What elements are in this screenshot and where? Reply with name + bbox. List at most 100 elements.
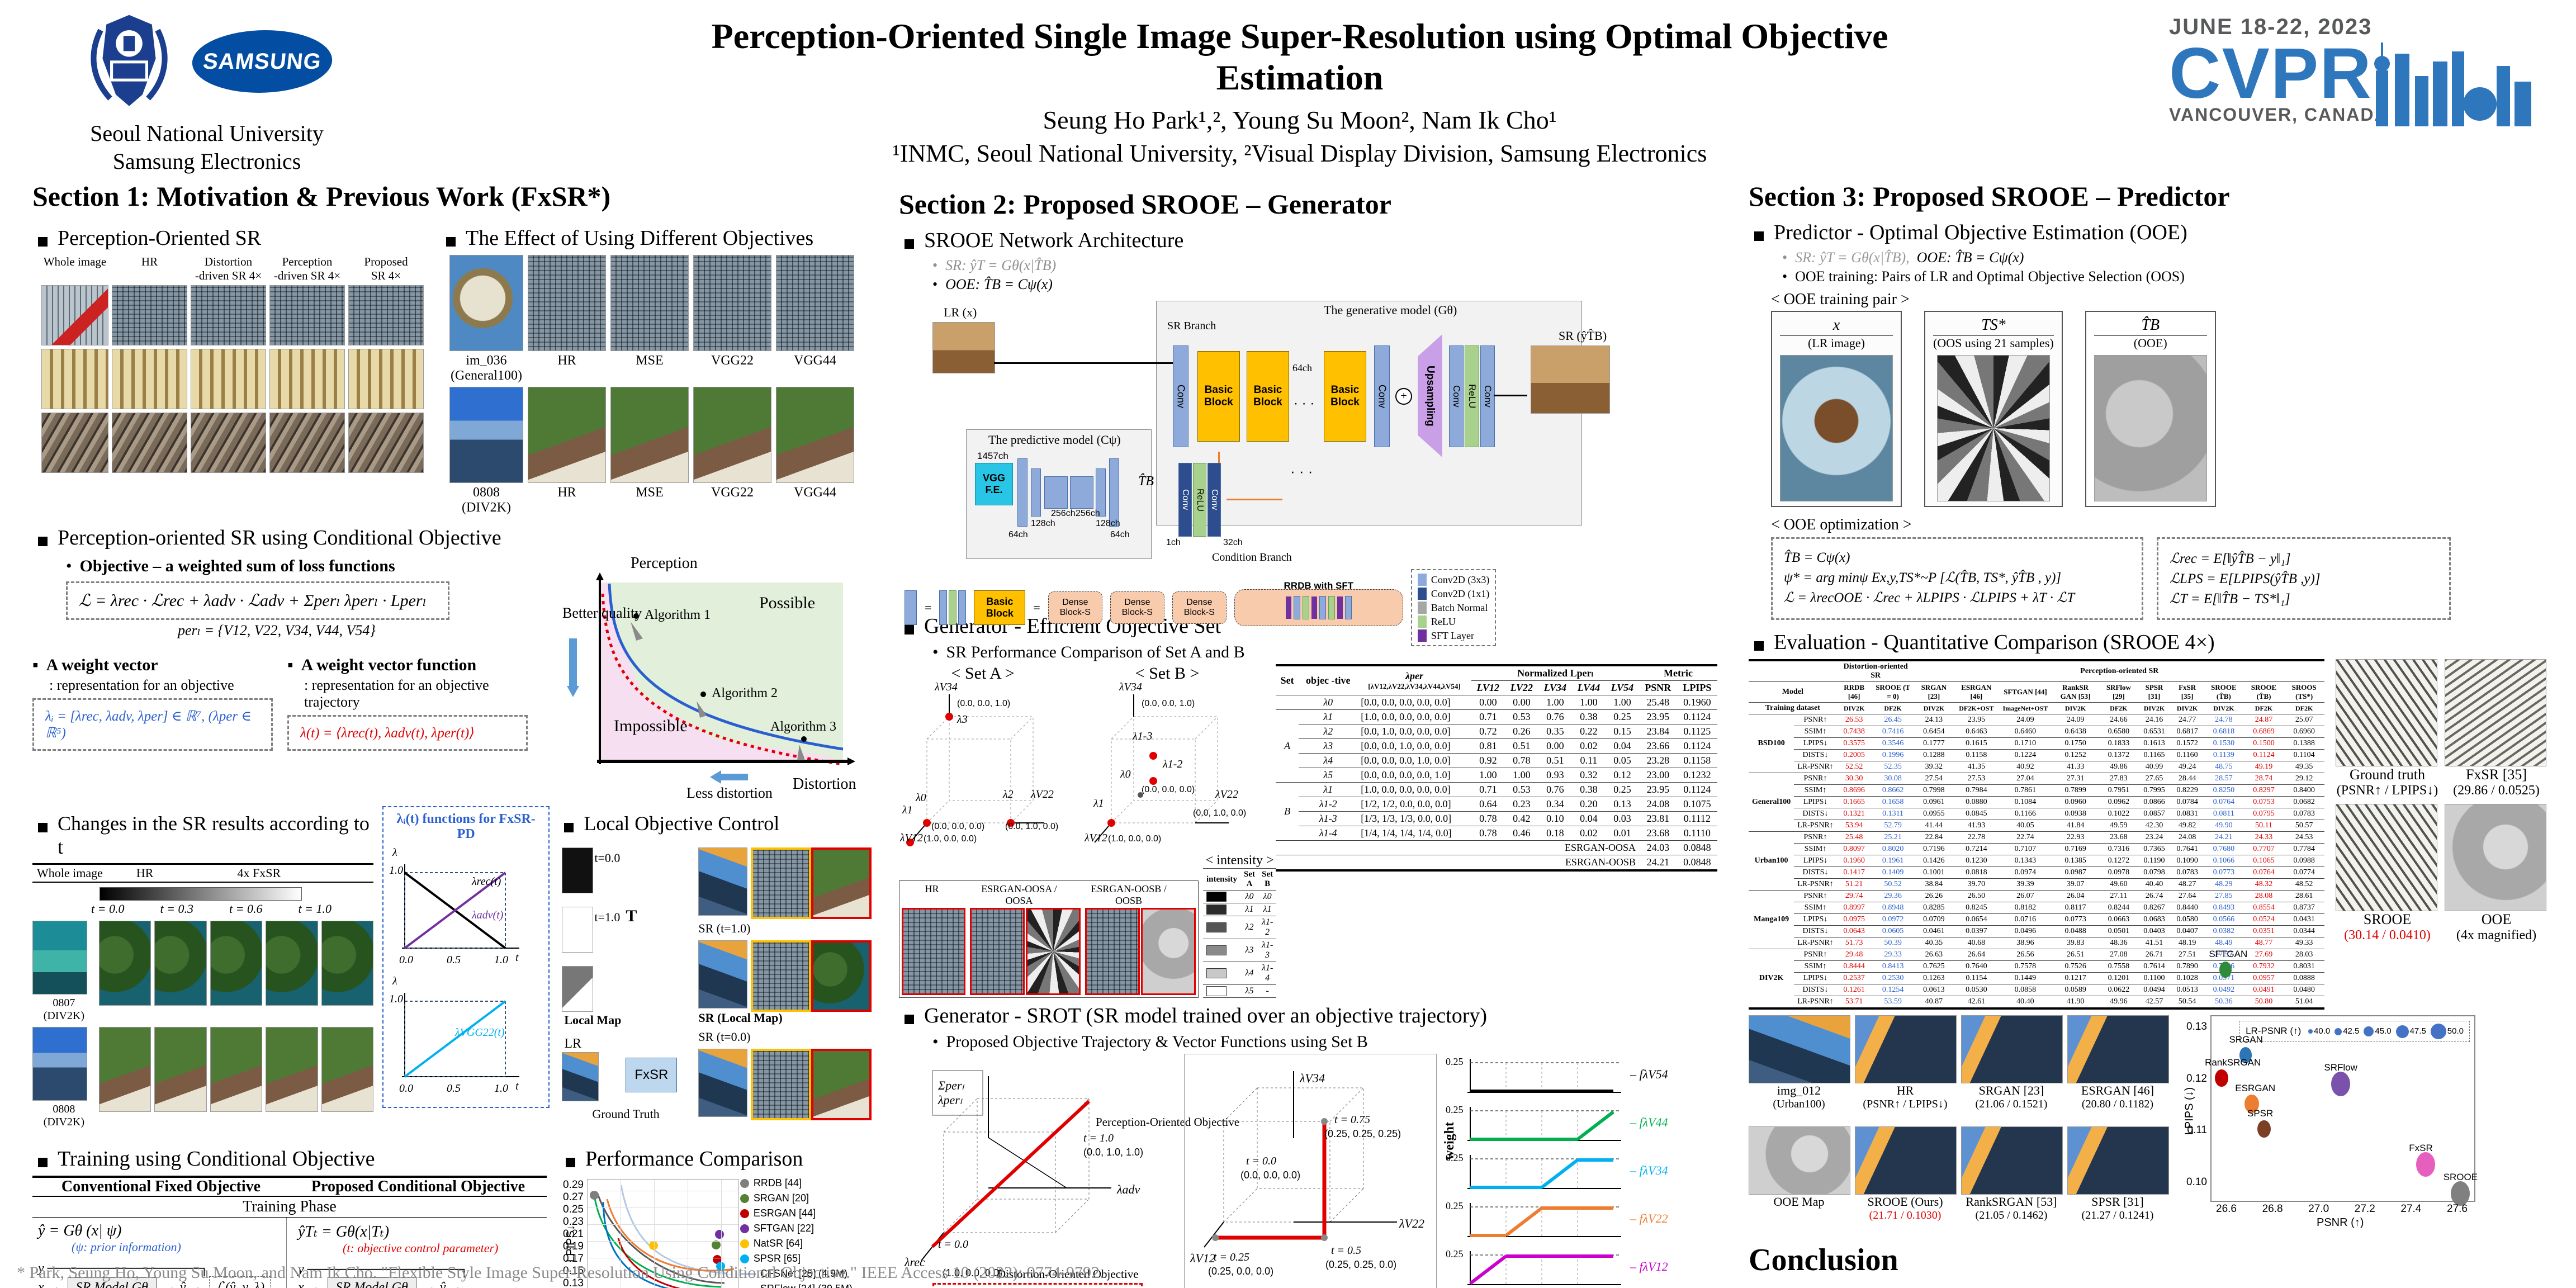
photo-whole-3 — [41, 413, 108, 473]
effect-name: 0808 (DIV2K) — [462, 485, 511, 515]
set-table-subheader: LV12 — [1471, 680, 1505, 695]
eval-value: 0.1961 — [1871, 855, 1915, 867]
weight-ymax: 0.25 — [1446, 1248, 1464, 1259]
eval-value: 48.32 — [2243, 878, 2284, 891]
cubeB-ctop: (0.0, 0.0, 1.0) — [1142, 699, 1195, 708]
arch-legend-swatch — [1417, 574, 1427, 586]
eval-value: 0.0987 — [2051, 866, 2100, 879]
intensity-cell: λ2 — [1240, 916, 1259, 939]
effect-crop-label: VGG22 — [711, 485, 754, 500]
arch-legend-item: ReLU — [1417, 615, 1490, 628]
eval-value: 0.0961 — [1914, 796, 1954, 808]
eval-value: 50.52 — [1871, 878, 1915, 891]
eval-value: 39.32 — [1914, 761, 1954, 773]
eval-value: 0.7932 — [2243, 960, 2284, 973]
scatter-point-label: SFTGAN — [2209, 949, 2248, 960]
eval-value: 0.0494 — [2137, 984, 2171, 996]
weight-ymax: 0.25 — [1446, 1200, 1464, 1211]
legend-size-label: 45.0 — [2375, 1026, 2392, 1036]
training-col2: Proposed Conditional Objective — [311, 1178, 525, 1195]
eval-value: 0.0988 — [2284, 855, 2324, 867]
lambda-plot-1: λ 1.0 0.0 0.5 1.0 t λrec(t) λadv(t) — [388, 842, 544, 970]
grid-col-label: HR — [141, 255, 158, 268]
set-value: 0.71 — [1471, 709, 1505, 724]
scatter-point-label: ESRGAN — [2235, 1082, 2276, 1093]
set-value: 0.1960 — [1677, 695, 1717, 710]
sr-t0-photo — [698, 847, 748, 916]
legend-label: SRGAN [20] — [753, 1192, 809, 1204]
intensity-swatch — [1206, 905, 1227, 915]
cvpr-location: VANCOUVER, CANADA — [2169, 104, 2389, 125]
eval-model: SFTGAN [44] — [1999, 681, 2052, 703]
eval-value: 0.1321 — [1836, 808, 1872, 820]
effect-crop-photo — [776, 255, 854, 351]
scatter-point-label: RankSRGAN — [2205, 1057, 2261, 1068]
photo-crop — [348, 285, 424, 345]
eval-value: 0.0783 — [2171, 866, 2204, 879]
eval-value: 0.6580 — [2099, 726, 2138, 738]
eval-value: 27.04 — [1999, 773, 2052, 785]
eval-value: 0.1160 — [2171, 749, 2204, 761]
qual-cap1: img_012 — [1777, 1083, 1821, 1097]
eval-metric: PSNR↑ — [1794, 773, 1837, 785]
local-map-label: Local Map — [564, 1013, 622, 1027]
ch-top: 1457ch — [977, 451, 1008, 461]
t-label-1: t = 0.3 — [160, 902, 193, 916]
eval-row: LPIPS↓ 0.3575 0.3546 0.1777 0.1615 0.1710 0.17… — [1749, 737, 2324, 750]
pair-title: < OOE training pair > — [1771, 291, 1910, 308]
eval-value: 24.87 — [2243, 714, 2284, 726]
eval-value: 0.1158 — [1953, 749, 2000, 761]
eval-value: 0.7899 — [2051, 784, 2100, 797]
traj1-t0: t = 0.0 — [938, 1238, 969, 1251]
pair-desc: (OOE) — [2133, 336, 2167, 350]
eval-value: 23.24 — [2137, 831, 2171, 844]
traj1-down: λrec — [905, 1255, 925, 1269]
eval-value: 0.0955 — [1914, 808, 1954, 820]
cubeB-pleft: λ1 — [1093, 797, 1104, 809]
eval-value: 26.04 — [2051, 890, 2100, 902]
set-table-subheader: LV34 — [1538, 680, 1572, 695]
scatter-point-label: SPSR — [2247, 1108, 2274, 1119]
conditional-formulas: • Objective – a weighted sum of loss func… — [32, 555, 536, 801]
qual-photo — [1961, 1126, 2063, 1195]
set-value: 0.1124 — [1677, 709, 1717, 724]
eval-value: 0.1165 — [2137, 749, 2171, 761]
eval-value: 49.19 — [2243, 761, 2284, 773]
pair-photo — [1936, 355, 2050, 501]
eval-value: 0.7558 — [2099, 960, 2138, 973]
tick-label: 0.13 — [563, 1277, 584, 1288]
plot1-ymax: 1.0 — [389, 864, 403, 877]
traj1-do: Distortion-Oriented Objective — [997, 1267, 1139, 1281]
tick-label: 27.6 — [2446, 1203, 2468, 1215]
footer-label: ESRGAN-OOSA — [1276, 840, 1639, 855]
weight-func-label: A weight vector function — [301, 656, 477, 674]
strip-oosb-label: ESRGAN-OOSB / OOSB — [1091, 883, 1167, 906]
set-value: 0.20 — [1571, 797, 1606, 812]
eval-row: DISTS↓ 0.1417 0.1409 0.1001 0.0818 0.0974 0.09… — [1749, 866, 2324, 879]
set-lambda: [1/4, 1/4, 1/4, 1/4, 0.0] — [1357, 826, 1471, 841]
eval-value: 0.0403 — [2137, 925, 2171, 937]
side-image-cell: FxSR [35] (29.86 / 0.0525) — [2445, 659, 2548, 798]
eval-dataset: DF2K — [2099, 702, 2138, 714]
eval-value: 0.0858 — [1999, 984, 2052, 996]
opt-left-box: T̂B = Cψ(x) ψ* = arg minψ Ex,y,TS*~P [ℒ(… — [1771, 537, 2143, 620]
eval-value: 0.3546 — [1871, 737, 1915, 750]
set-value: 0.64 — [1471, 797, 1505, 812]
pred-eq-ooe: OOE: T̂B = Cψ(x) — [1916, 249, 2024, 266]
eval-value: 28.57 — [2204, 773, 2244, 785]
traj2-c05: (0.25, 0.25, 0.0) — [1325, 1259, 1397, 1270]
effect-row: im_036 (General100) HR MSE VGG22 VGG44 — [449, 255, 854, 383]
pair-var: x — [1780, 316, 1893, 336]
pair-photo — [2094, 355, 2207, 501]
eval-value: 0.7641 — [2171, 843, 2204, 855]
cvpr-date: JUNE 18-22, 2023 — [2169, 15, 2373, 39]
eval-dataset: DF2K — [2284, 702, 2324, 714]
changes-crop — [321, 1027, 373, 1112]
eval-value: 0.7438 — [1836, 726, 1872, 738]
intensity-cell: λ3 — [1240, 939, 1259, 962]
qual-cell: ESRGAN [46] (20.80 / 0.1182) — [2067, 1015, 2169, 1122]
eval-value: 0.0397 — [1953, 925, 2000, 937]
traj2-c025: (0.25, 0.0, 0.0) — [1208, 1266, 1274, 1277]
fxsr-box: FxSR — [626, 1058, 678, 1092]
